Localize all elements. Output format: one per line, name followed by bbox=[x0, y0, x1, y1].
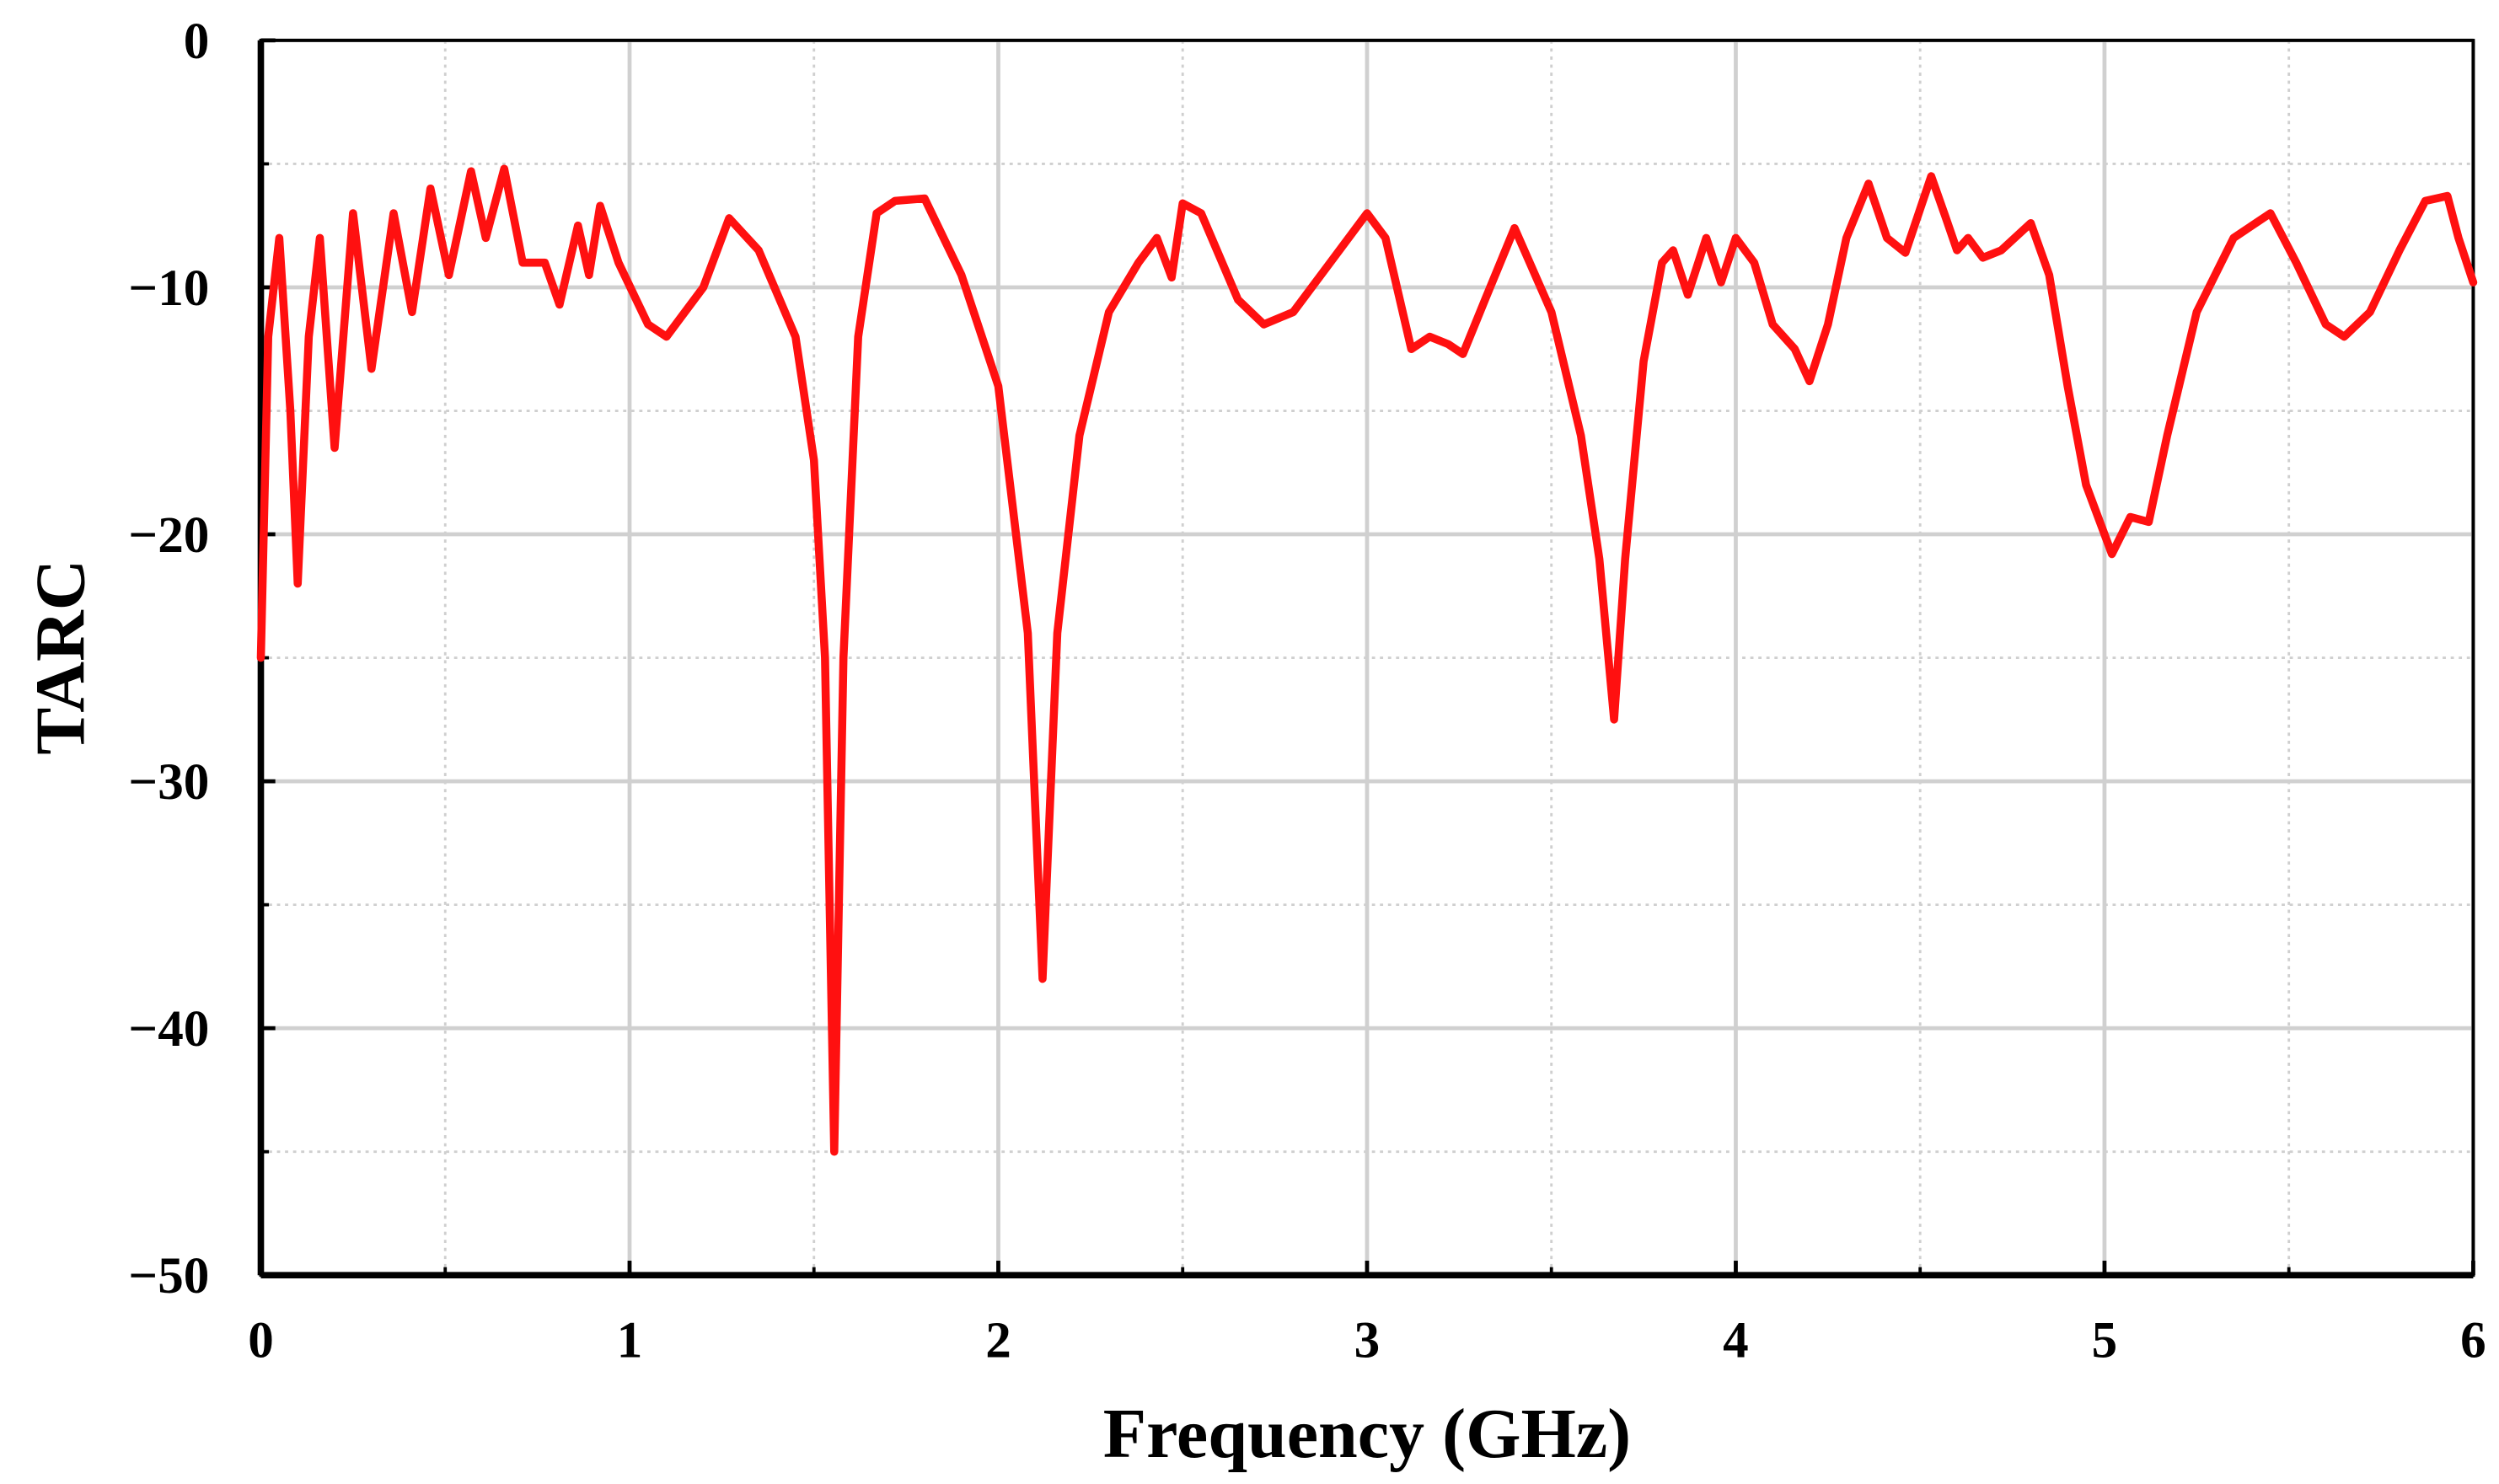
x-tick-label: 2 bbox=[985, 1313, 1011, 1369]
y-axis-label: TARC bbox=[21, 560, 99, 755]
y-tick-label: −10 bbox=[128, 260, 209, 317]
data-line bbox=[256, 164, 2478, 1156]
x-tick-label: 0 bbox=[248, 1313, 274, 1369]
x-tick-label: 6 bbox=[2460, 1313, 2486, 1369]
x-axis-label: Frequency (GHz) bbox=[1103, 1395, 1631, 1473]
y-tick-label: −50 bbox=[128, 1248, 209, 1305]
y-tick-label: −20 bbox=[128, 507, 209, 564]
y-tick-label: 0 bbox=[184, 13, 210, 70]
x-tick-label: 4 bbox=[1723, 1313, 1749, 1369]
x-tick-label: 5 bbox=[2092, 1313, 2118, 1369]
x-tick-label: 1 bbox=[617, 1313, 643, 1369]
x-tick-label: 3 bbox=[1354, 1313, 1381, 1369]
y-tick-label: −30 bbox=[128, 754, 209, 811]
y-tick-label: −40 bbox=[128, 1001, 209, 1058]
